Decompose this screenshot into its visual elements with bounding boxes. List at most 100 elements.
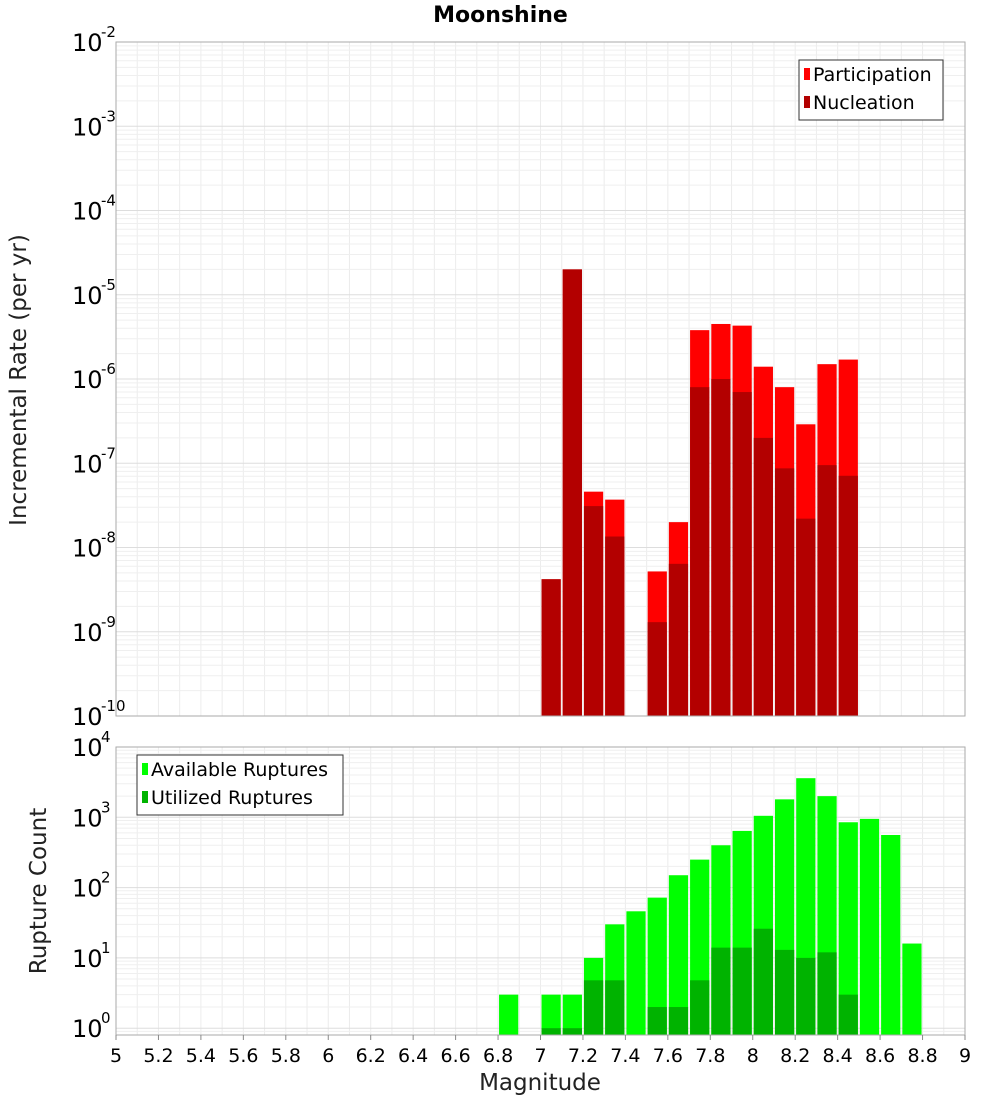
legend-swatch xyxy=(142,763,148,775)
bar-utilized-ruptures xyxy=(541,1028,561,1035)
x-tick-label: 7.2 xyxy=(568,1045,598,1067)
bar-nucleation xyxy=(605,536,625,716)
legend-entry: Utilized Ruptures xyxy=(151,787,313,809)
y-tick-base: 10 xyxy=(72,282,103,310)
bar-nucleation xyxy=(541,579,561,716)
bar-available-ruptures xyxy=(881,835,901,1035)
y-tick-label: 104 xyxy=(72,728,111,762)
bar-utilized-ruptures xyxy=(647,1007,667,1035)
bar-nucleation xyxy=(732,392,752,716)
bar-available-ruptures xyxy=(626,911,646,1035)
y-tick-label: 10-10 xyxy=(72,697,126,731)
y-tick-exponent: -5 xyxy=(101,276,116,294)
y-tick-label: 10-6 xyxy=(72,360,116,394)
bar-utilized-ruptures xyxy=(774,949,795,1035)
x-tick-label: 6.6 xyxy=(440,1045,470,1067)
y-tick-base: 10 xyxy=(72,366,103,394)
bar-nucleation xyxy=(647,622,667,716)
bar-utilized-ruptures xyxy=(690,980,710,1035)
x-tick-label: 8.8 xyxy=(907,1045,937,1067)
bar-utilized-ruptures xyxy=(711,947,731,1035)
bar-nucleation xyxy=(583,506,604,716)
y-tick-label: 10-3 xyxy=(72,107,116,141)
bar-available-ruptures xyxy=(541,994,561,1035)
bar-available-ruptures xyxy=(838,822,858,1035)
bar-available-ruptures xyxy=(647,897,667,1035)
y-tick-base: 10 xyxy=(72,450,103,478)
y-tick-base: 10 xyxy=(72,29,103,57)
y-tick-label: 103 xyxy=(72,798,111,832)
y-tick-base: 10 xyxy=(72,535,103,563)
y-tick-base: 10 xyxy=(72,1015,103,1043)
y-tick-exponent: -6 xyxy=(101,360,116,378)
legend-entry: Available Ruptures xyxy=(151,759,328,781)
y-tick-label: 10-5 xyxy=(72,276,116,310)
bar-utilized-ruptures xyxy=(796,957,816,1035)
bar-nucleation xyxy=(774,468,795,716)
bar-utilized-ruptures xyxy=(753,928,773,1035)
y-tick-label: 101 xyxy=(72,939,111,973)
y-tick-base: 10 xyxy=(72,875,103,903)
bar-utilized-ruptures xyxy=(583,980,604,1035)
y-tick-label: 102 xyxy=(72,869,111,903)
x-tick-label: 7.4 xyxy=(610,1045,640,1067)
bar-nucleation xyxy=(562,269,582,716)
legend: Available Ruptures Utilized Ruptures xyxy=(136,754,344,816)
x-tick-label: 5 xyxy=(110,1045,122,1067)
y-tick-label: 10-8 xyxy=(72,529,116,563)
y-tick-exponent: 2 xyxy=(101,869,111,887)
x-tick-label: 9 xyxy=(959,1045,971,1067)
bar-nucleation xyxy=(817,465,837,716)
plot-frame xyxy=(115,41,966,717)
x-axis-label: Magnitude xyxy=(479,1070,601,1096)
x-tick-label: 7.6 xyxy=(653,1045,683,1067)
y-tick-exponent: 4 xyxy=(101,728,111,746)
bar-nucleation xyxy=(838,475,858,716)
x-tick-label: 5.6 xyxy=(228,1045,258,1067)
x-tick-label: 5.8 xyxy=(271,1045,301,1067)
bar-utilized-ruptures xyxy=(732,947,752,1035)
legend-box xyxy=(798,59,944,121)
y-tick-base: 10 xyxy=(72,945,103,973)
x-tick-label: 8 xyxy=(747,1045,759,1067)
y-tick-label: 10-2 xyxy=(72,23,116,57)
legend-box xyxy=(136,754,344,816)
x-tick-label: 8.2 xyxy=(780,1045,810,1067)
x-tick-label: 6.4 xyxy=(398,1045,428,1067)
chart-title: Moonshine xyxy=(433,3,568,28)
legend-swatch xyxy=(804,96,810,108)
legend: Participation Nucleation xyxy=(798,59,944,121)
x-tick-label: 6.2 xyxy=(356,1045,386,1067)
x-tick-label: 8.4 xyxy=(823,1045,853,1067)
y-tick-exponent: -7 xyxy=(101,444,116,462)
bar-utilized-ruptures xyxy=(605,980,625,1035)
legend-swatch xyxy=(804,68,810,80)
x-tick-label: 6.8 xyxy=(483,1045,513,1067)
y-tick-exponent: -3 xyxy=(101,107,116,125)
y-axis-label: Incremental Rate (per yr) xyxy=(6,234,32,526)
y-tick-exponent: -2 xyxy=(101,23,116,41)
bar-available-ruptures xyxy=(562,994,582,1035)
bar-available-ruptures xyxy=(668,875,689,1035)
bar-available-ruptures xyxy=(499,994,519,1035)
y-tick-exponent: 3 xyxy=(101,798,111,816)
y-tick-base: 10 xyxy=(72,113,103,141)
bar-nucleation xyxy=(753,437,773,716)
x-tick-label: 6 xyxy=(322,1045,334,1067)
x-tick-label: 7 xyxy=(534,1045,546,1067)
bar-nucleation xyxy=(796,518,816,716)
y-tick-exponent: -8 xyxy=(101,529,116,547)
y-tick-base: 10 xyxy=(72,804,103,832)
y-tick-base: 10 xyxy=(72,703,103,731)
bar-utilized-ruptures xyxy=(838,994,858,1035)
y-axis-label: Rupture Count xyxy=(26,808,52,974)
bar-nucleation xyxy=(711,379,731,716)
bar-available-ruptures xyxy=(902,943,922,1035)
bar-nucleation xyxy=(668,563,689,716)
y-tick-base: 10 xyxy=(72,734,103,762)
bar-available-ruptures xyxy=(859,818,880,1035)
legend-swatch xyxy=(142,791,148,803)
x-tick-label: 5.2 xyxy=(143,1045,173,1067)
bar-utilized-ruptures xyxy=(817,952,837,1035)
